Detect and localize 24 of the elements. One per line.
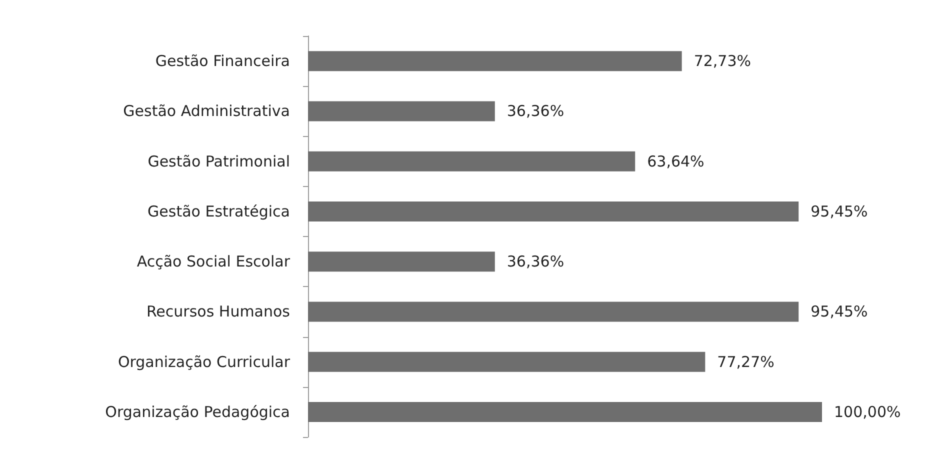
data-label: 100,00% xyxy=(834,402,901,421)
data-label: 36,36% xyxy=(506,102,564,120)
y-tick-label: Organização Curricular xyxy=(118,352,291,371)
y-tick-label: Gestão Estratégica xyxy=(148,202,290,220)
bar xyxy=(308,51,682,72)
y-tick-label: Recursos Humanos xyxy=(146,302,290,321)
data-label: 63,64% xyxy=(647,152,704,170)
data-label: 36,36% xyxy=(506,252,564,271)
bar xyxy=(308,101,495,122)
bar xyxy=(308,151,636,172)
bar xyxy=(308,352,706,372)
bar xyxy=(308,302,799,322)
y-tick-label: Gestão Patrimonial xyxy=(148,152,290,170)
y-tick-label: Acção Social Escolar xyxy=(136,252,291,271)
y-tick-label: Gestão Administrativa xyxy=(123,102,290,120)
bar xyxy=(308,201,799,222)
bar xyxy=(308,252,495,272)
data-label: 95,45% xyxy=(810,302,868,321)
data-label: 95,45% xyxy=(810,202,868,220)
bar xyxy=(308,402,822,422)
data-label: 72,73% xyxy=(694,52,752,70)
y-tick-label: Organização Pedagógica xyxy=(105,402,290,421)
y-tick-label: Gestão Financeira xyxy=(155,52,290,70)
data-label: 77,27% xyxy=(717,352,774,371)
